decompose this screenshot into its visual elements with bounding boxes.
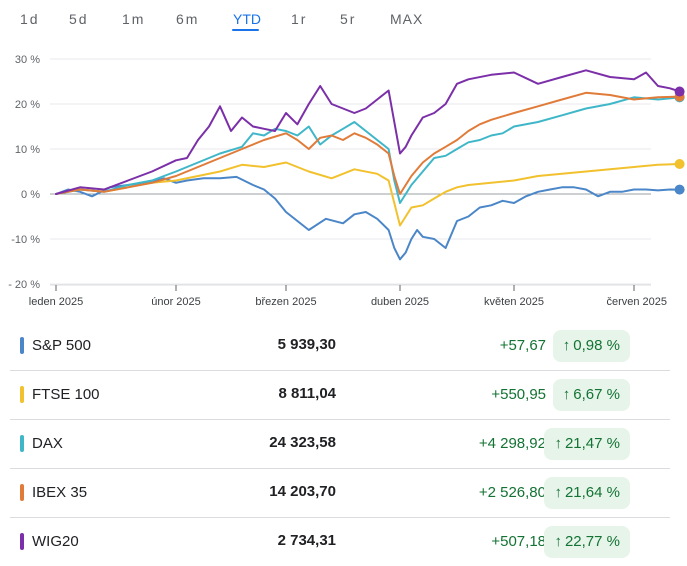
arrow-up-icon: ↑ bbox=[554, 484, 562, 501]
time-range-tabs: 1d 5d 1m 6m YTD 1r 5r MAX bbox=[0, 0, 687, 40]
arrow-up-icon: ↑ bbox=[562, 337, 571, 354]
index-row-wig20[interactable]: WIG20 2 734,31 +507,18 ↑ 22,77 % bbox=[10, 518, 670, 566]
index-change: +4 298,92 bbox=[478, 435, 546, 452]
x-tick-label: květen 2025 bbox=[484, 296, 544, 308]
index-price: 8 811,04 bbox=[278, 385, 336, 402]
percent-change-badge: ↑ 21,47 % bbox=[544, 428, 630, 460]
tab-max[interactable]: MAX bbox=[390, 11, 424, 27]
index-name: IBEX 35 bbox=[32, 484, 88, 501]
percent-change-value: 0,98 % bbox=[573, 337, 620, 354]
series-line-ibex35 bbox=[55, 91, 681, 195]
y-tick-label: -10 % bbox=[11, 234, 40, 246]
y-tick-label: 10 % bbox=[15, 144, 40, 156]
percent-change-badge: ↑ 6,67 % bbox=[552, 379, 630, 411]
index-change: +550,95 bbox=[491, 386, 546, 403]
tab-1d[interactable]: 1d bbox=[20, 11, 40, 27]
arrow-up-icon: ↑ bbox=[554, 435, 562, 452]
y-tick-label: 30 % bbox=[15, 54, 40, 66]
percent-change-badge: ↑ 22,77 % bbox=[544, 526, 630, 558]
index-price: 2 734,31 bbox=[277, 532, 336, 549]
index-name: FTSE 100 bbox=[32, 386, 100, 403]
x-tick-label: duben 2025 bbox=[371, 296, 429, 308]
series-endpoint-ftse100 bbox=[674, 158, 685, 169]
series-color-swatch bbox=[20, 533, 24, 550]
index-name: S&P 500 bbox=[32, 337, 91, 354]
x-tick-label: únor 2025 bbox=[151, 296, 201, 308]
percent-change-value: 6,67 % bbox=[573, 386, 620, 403]
performance-line-chart[interactable]: 30 % 20 % 10 % 0 % -10 % - 20 % leden 2025 úno… bbox=[0, 40, 687, 320]
active-tab-indicator bbox=[232, 29, 259, 31]
index-row-dax[interactable]: DAX 24 323,58 +4 298,92 ↑ 21,47 % bbox=[10, 420, 670, 469]
arrow-up-icon: ↑ bbox=[554, 533, 562, 550]
x-tick-label: leden 2025 bbox=[29, 296, 83, 308]
index-row-sp500[interactable]: S&P 500 5 939,30 +57,67 ↑ 0,98 % bbox=[10, 322, 670, 371]
x-tick-label: březen 2025 bbox=[255, 296, 316, 308]
series-color-swatch bbox=[20, 435, 24, 452]
series-line-sp500 bbox=[55, 175, 681, 261]
percent-change-badge: ↑ 0,98 % bbox=[552, 330, 630, 362]
tab-ytd[interactable]: YTD bbox=[233, 11, 261, 27]
index-change: +2 526,80 bbox=[478, 484, 546, 501]
series-line-wig20 bbox=[55, 69, 681, 195]
percent-change-badge: ↑ 21,64 % bbox=[544, 477, 630, 509]
index-row-ibex35[interactable]: IBEX 35 14 203,70 +2 526,80 ↑ 21,64 % bbox=[10, 469, 670, 518]
y-tick-label: 20 % bbox=[15, 99, 40, 111]
tab-5r[interactable]: 5r bbox=[340, 11, 357, 27]
percent-change-value: 22,77 % bbox=[564, 533, 620, 550]
index-price: 5 939,30 bbox=[277, 336, 336, 353]
index-name: DAX bbox=[32, 435, 63, 452]
series-line-ftse100 bbox=[55, 161, 681, 227]
index-change: +507,18 bbox=[491, 533, 546, 550]
index-price: 14 203,70 bbox=[269, 483, 336, 500]
tab-6m[interactable]: 6m bbox=[176, 11, 200, 27]
series-color-swatch bbox=[20, 484, 24, 501]
percent-change-value: 21,64 % bbox=[564, 484, 620, 501]
y-tick-label: - 20 % bbox=[8, 279, 40, 291]
arrow-up-icon: ↑ bbox=[562, 386, 571, 403]
series-color-swatch bbox=[20, 337, 24, 354]
y-tick-label: 0 % bbox=[21, 189, 40, 201]
series-color-swatch bbox=[20, 386, 24, 403]
index-change: +57,67 bbox=[499, 337, 546, 354]
series-line-dax bbox=[55, 96, 681, 204]
series-endpoint-wig20 bbox=[674, 86, 685, 97]
tab-5d[interactable]: 5d bbox=[69, 11, 89, 27]
series-endpoint-sp500 bbox=[674, 184, 685, 195]
index-name: WIG20 bbox=[32, 533, 79, 550]
index-row-ftse100[interactable]: FTSE 100 8 811,04 +550,95 ↑ 6,67 % bbox=[10, 371, 670, 420]
index-price: 24 323,58 bbox=[269, 434, 336, 451]
x-tick-label: červen 2025 bbox=[606, 296, 667, 308]
tab-1r[interactable]: 1r bbox=[291, 11, 308, 27]
tab-1m[interactable]: 1m bbox=[122, 11, 146, 27]
percent-change-value: 21,47 % bbox=[564, 435, 620, 452]
